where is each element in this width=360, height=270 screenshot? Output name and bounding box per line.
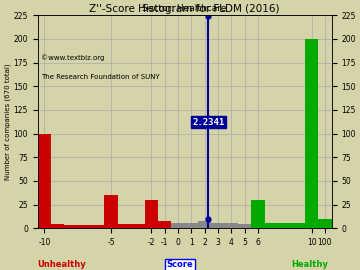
Bar	[104, 195, 118, 228]
Bar	[318, 219, 332, 228]
Bar	[145, 200, 158, 228]
Bar	[278, 224, 292, 228]
Bar	[158, 221, 171, 228]
Y-axis label: Number of companies (670 total): Number of companies (670 total)	[4, 63, 11, 180]
Text: Sector: Healthcare: Sector: Healthcare	[143, 4, 227, 13]
Bar	[238, 224, 251, 228]
Bar	[131, 224, 145, 228]
Bar	[51, 224, 64, 228]
Bar	[171, 224, 185, 228]
Text: ©www.textbiz.org: ©www.textbiz.org	[41, 54, 104, 61]
Bar	[78, 225, 91, 228]
Bar	[198, 221, 211, 228]
Bar	[185, 222, 198, 228]
Bar	[225, 224, 238, 228]
Bar	[118, 224, 131, 228]
Bar	[211, 222, 225, 228]
Text: Unhealthy: Unhealthy	[37, 260, 86, 269]
Bar	[64, 225, 78, 228]
Bar	[91, 225, 104, 228]
Text: Healthy: Healthy	[291, 260, 328, 269]
Bar	[265, 224, 278, 228]
Text: 2.2341: 2.2341	[192, 118, 225, 127]
Text: Score: Score	[167, 260, 193, 269]
Text: The Research Foundation of SUNY: The Research Foundation of SUNY	[41, 74, 159, 80]
Bar	[251, 200, 265, 228]
Title: Z''-Score Histogram for FLDM (2016): Z''-Score Histogram for FLDM (2016)	[89, 5, 280, 15]
Bar	[305, 39, 318, 228]
Bar	[292, 224, 305, 228]
Bar	[38, 134, 51, 228]
